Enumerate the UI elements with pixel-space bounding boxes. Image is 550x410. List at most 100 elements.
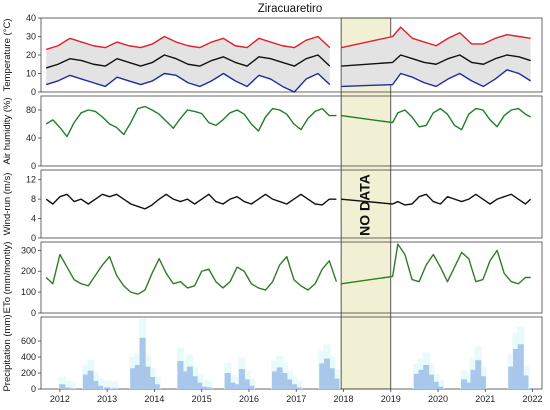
ytick-label-eto-0: 0 [31, 308, 36, 318]
precip-bar-19 [196, 382, 203, 389]
precip-bar-9 [130, 368, 137, 389]
ytick-label-humidity-0: 0 [31, 161, 36, 171]
precip-bar-44 [461, 379, 468, 389]
precip-bar-51 [517, 344, 524, 389]
precip-bar-28 [271, 371, 278, 389]
precip-bg-21 [205, 380, 213, 389]
precip-bar-22 [224, 373, 231, 389]
ytick-label-temperature-2: 20 [26, 50, 36, 60]
precip-bar-45 [465, 382, 472, 389]
panel-wind: 0 4 8 12 Wind-run (m/s) [2, 169, 543, 243]
panel-frame-eto [40, 241, 543, 314]
ytick-label-eto-2: 200 [21, 266, 36, 276]
ytick-label-eto-1: 100 [21, 287, 36, 297]
xtick-label-7: 2019 [381, 394, 401, 404]
precip-bar-36 [328, 368, 335, 389]
ytick-label-eto-3: 300 [21, 245, 36, 255]
series-tmean-1 [341, 54, 531, 67]
precip-bar-31 [286, 379, 293, 389]
precip-bar-33 [295, 387, 302, 389]
precip-bar-17 [186, 366, 193, 389]
series-tmax-0 [45, 35, 331, 51]
ytick-label-precipitation-1: 200 [21, 368, 36, 378]
precip-bar-41 [427, 374, 434, 389]
series-eto-0 [45, 253, 338, 295]
series-humidity-1 [341, 107, 531, 131]
precip-bar-43 [437, 386, 444, 389]
ytick-label-humidity-1: 40 [26, 133, 36, 143]
precip-bg-8 [110, 381, 119, 389]
precip-bar-46 [470, 369, 477, 389]
panel-frame-wind [40, 169, 543, 239]
precip-bar-48 [479, 376, 486, 389]
temperature-range-band-1 [341, 27, 531, 87]
xtick-label-10: 2022 [523, 394, 543, 404]
precip-bar-18 [191, 376, 198, 389]
precip-bar-0 [59, 384, 66, 389]
precip-bar-38 [413, 373, 420, 389]
precip-bg-43 [436, 379, 445, 389]
precip-bar-1 [63, 387, 70, 389]
precip-bar-21 [205, 387, 212, 389]
precip-bar-10 [134, 365, 141, 389]
no-data-label: NO DATA [357, 174, 373, 236]
ytick-label-temperature-4: 40 [26, 13, 36, 23]
precip-bar-16 [182, 371, 189, 389]
ylabel-eto: ETo (mm/montly) [2, 242, 13, 314]
precip-bar-20 [201, 386, 208, 389]
precip-bar-29 [276, 367, 283, 389]
series-tmin-0 [45, 72, 331, 93]
precip-bar-6 [97, 385, 104, 389]
xtick-label-9: 2021 [475, 394, 495, 404]
precip-bg-23 [228, 374, 237, 389]
precip-bg-45 [464, 374, 473, 389]
precip-bar-32 [290, 384, 297, 389]
ytick-label-precipitation-2: 400 [21, 352, 36, 362]
chart-title: Ziracuaretiro [258, 3, 323, 15]
ylabel-precipitation: Precipitation (mm) [2, 314, 13, 391]
xtick-label-3: 2015 [192, 394, 212, 404]
xtick-label-1: 2013 [97, 394, 117, 404]
ytick-label-precipitation-3: 600 [21, 336, 36, 346]
ytick-label-temperature-3: 30 [26, 32, 36, 42]
ytick-label-wind-1: 4 [31, 214, 36, 224]
ytick-label-wind-3: 12 [26, 175, 36, 185]
panel-frame-humidity [40, 95, 543, 167]
precip-bar-27 [248, 385, 255, 389]
xtick-label-5: 2017 [286, 394, 306, 404]
precip-bg-0 [58, 376, 67, 389]
precip-bar-35 [323, 358, 330, 389]
xtick-label-2: 2014 [144, 394, 164, 404]
ytick-label-wind-0: 0 [31, 233, 36, 243]
precip-bg-6 [96, 378, 104, 389]
ylabel-temperature: Temperature (°C) [2, 19, 13, 92]
precip-bar-23 [229, 382, 236, 389]
precip-bg-5 [91, 372, 100, 389]
series-tmean-0 [45, 54, 331, 69]
x-axis: 2012 2013 2014 2015 2016 2017 2018 2019 2020 2021… [50, 389, 543, 404]
series-wind-1 [341, 193, 532, 206]
precip-bg-2 [67, 381, 76, 389]
precip-bg-24 [233, 376, 241, 389]
precip-bar-24 [234, 384, 241, 389]
series-eto-1 [341, 243, 531, 285]
ylabel-humidity: Air humidity (%) [2, 97, 13, 164]
panel-humidity: 0 40 80 Air humidity (%) [2, 95, 543, 171]
precip-bg-32 [290, 376, 298, 389]
xtick-label-0: 2012 [50, 394, 70, 404]
precip-bg-19 [195, 374, 204, 389]
precip-bg-33 [294, 380, 303, 389]
precip-bar-39 [418, 369, 425, 389]
ytick-label-humidity-2: 80 [26, 105, 36, 115]
panel-precipitation: 0 200 400 600 Precipitation (mm) [2, 314, 543, 394]
precip-bar-34 [319, 363, 326, 389]
series-wind-0 [45, 193, 337, 210]
precip-bar-52 [522, 375, 529, 389]
precip-bg-20 [200, 379, 208, 389]
precip-bar-15 [177, 361, 184, 389]
precip-bar-14 [153, 384, 160, 389]
precip-bar-49 [508, 366, 515, 389]
precip-bar-40 [423, 365, 430, 389]
